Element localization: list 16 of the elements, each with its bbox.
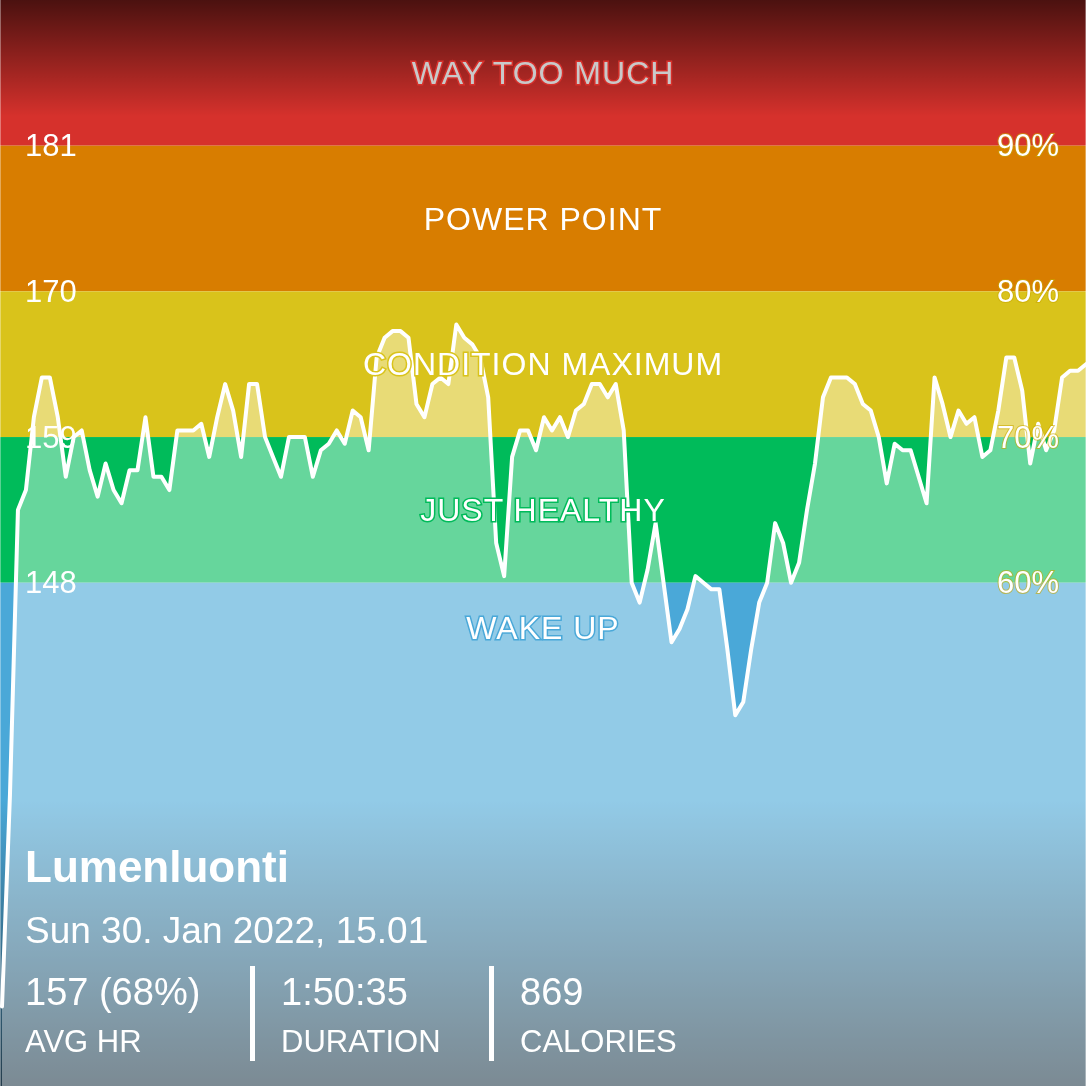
band-label: WAY TOO MUCH [411, 54, 675, 91]
y2-tick-label: 80% [996, 273, 1059, 309]
y2-tick-label: 90% [996, 128, 1059, 164]
y-tick-label: 181 [25, 128, 77, 164]
band-label: POWER POINT [423, 200, 663, 237]
y-tick-label: 170 [25, 273, 77, 309]
annotation: 869 [520, 971, 584, 1013]
annotation: AVG HR [25, 1024, 142, 1059]
text: Sun 30. Jan 2022, 15.01 [25, 910, 429, 951]
annotation: DURATION [281, 1024, 441, 1059]
text: Lumenluonti [25, 842, 289, 891]
annotation: CALORIES [520, 1024, 677, 1059]
band-label: WAKE UP [466, 609, 620, 646]
y2-tick-label: 70% [996, 419, 1059, 455]
annotation: 1:50:35 [281, 971, 408, 1013]
annotation: 157 (68%) [25, 971, 201, 1013]
